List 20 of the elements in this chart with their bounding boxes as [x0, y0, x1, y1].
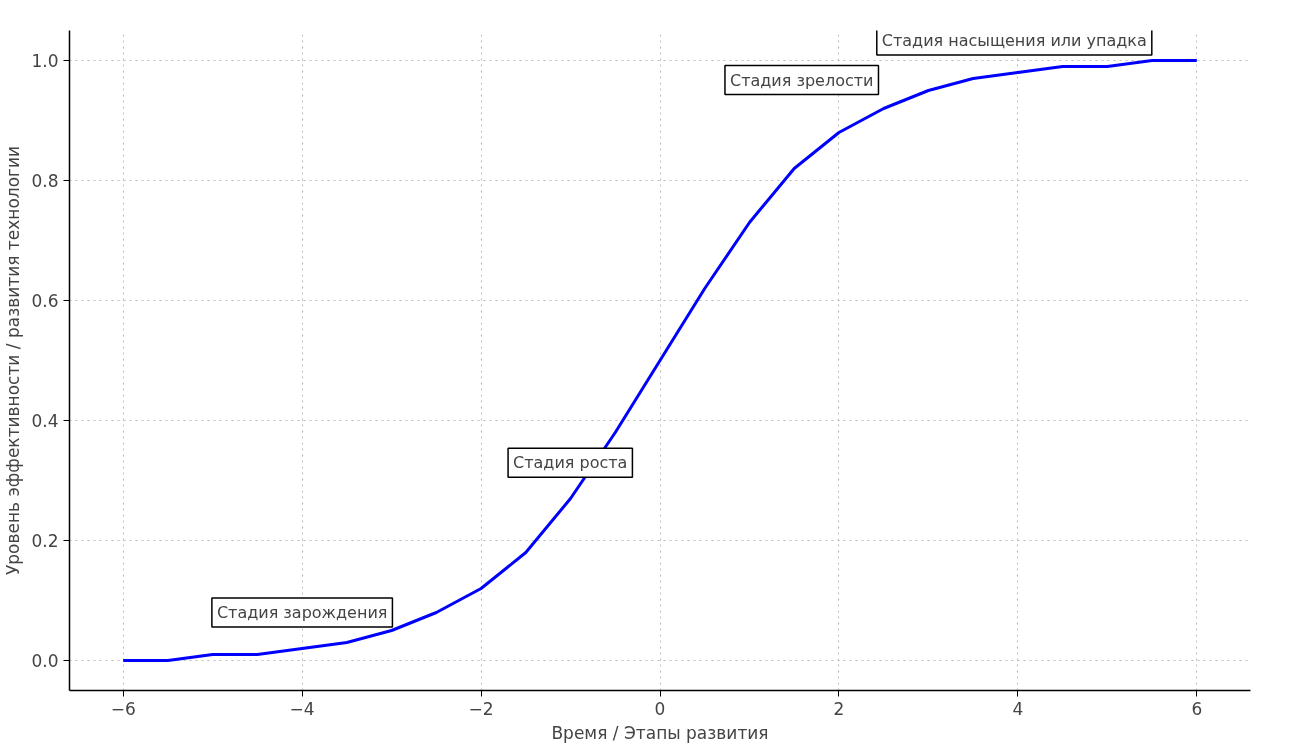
annotation: Стадия насыщения или упадка	[881, 30, 1147, 50]
y-tick-label: 1.0	[31, 51, 59, 71]
x-tick-label: 6	[1191, 698, 1203, 719]
y-tick-label: 0.8	[31, 171, 59, 191]
x-tick-label: 0	[654, 698, 666, 719]
x-tick-label: 4	[1012, 698, 1024, 719]
line-series	[121, 59, 1199, 662]
x-tick-label: 2	[833, 698, 845, 719]
y-tick-label: 0.6	[31, 291, 59, 311]
y-tick-label: 0.2	[31, 531, 59, 551]
y-axis-title: Уровень эффективности / развития технологии	[3, 145, 24, 576]
x-axis-title: Время / Этапы развития	[551, 722, 769, 743]
annotation: Стадия зарождения	[216, 603, 388, 623]
annotation: Стадия роста	[513, 453, 628, 473]
annotation: Стадия зрелости	[729, 70, 874, 90]
y-tick-label: 0.4	[31, 411, 59, 431]
x-tick-label: −4	[289, 698, 315, 719]
y-tick-label: 0.0	[31, 651, 59, 671]
x-tick-label: −2	[468, 698, 494, 719]
x-tick-label: −6	[110, 698, 136, 719]
